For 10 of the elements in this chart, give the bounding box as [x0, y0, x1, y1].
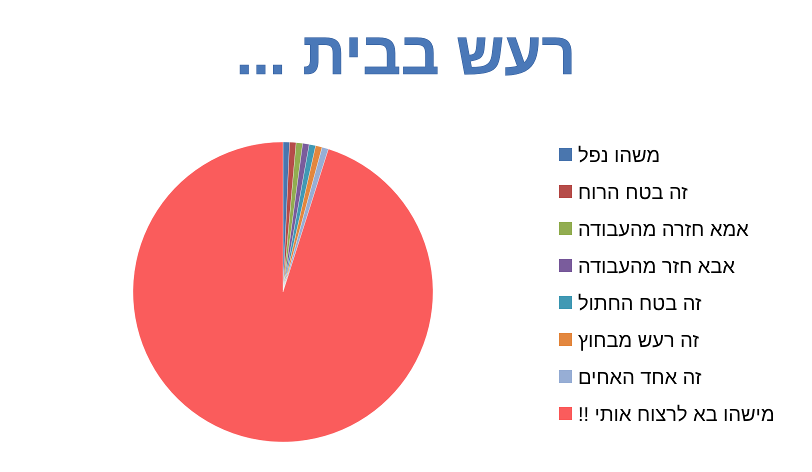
- legend-label: מישהו בא לרצוח אותי !!: [578, 404, 775, 426]
- legend-label: אמא חזרה מהעבודה: [578, 219, 750, 241]
- legend-label: זה אחד האחים: [578, 367, 702, 389]
- legend-label: זה בטח הרוח: [578, 182, 688, 204]
- legend-label: זה בטח החתול: [578, 293, 702, 315]
- legend-label: משהו נפל: [578, 145, 660, 167]
- pie-slice: [132, 142, 434, 442]
- chart-title: רעש בבית ...: [236, 20, 576, 87]
- legend-label: זה רעש מבחוץ: [578, 330, 700, 352]
- legend-label: אבא חזר מהעבודה: [578, 256, 736, 278]
